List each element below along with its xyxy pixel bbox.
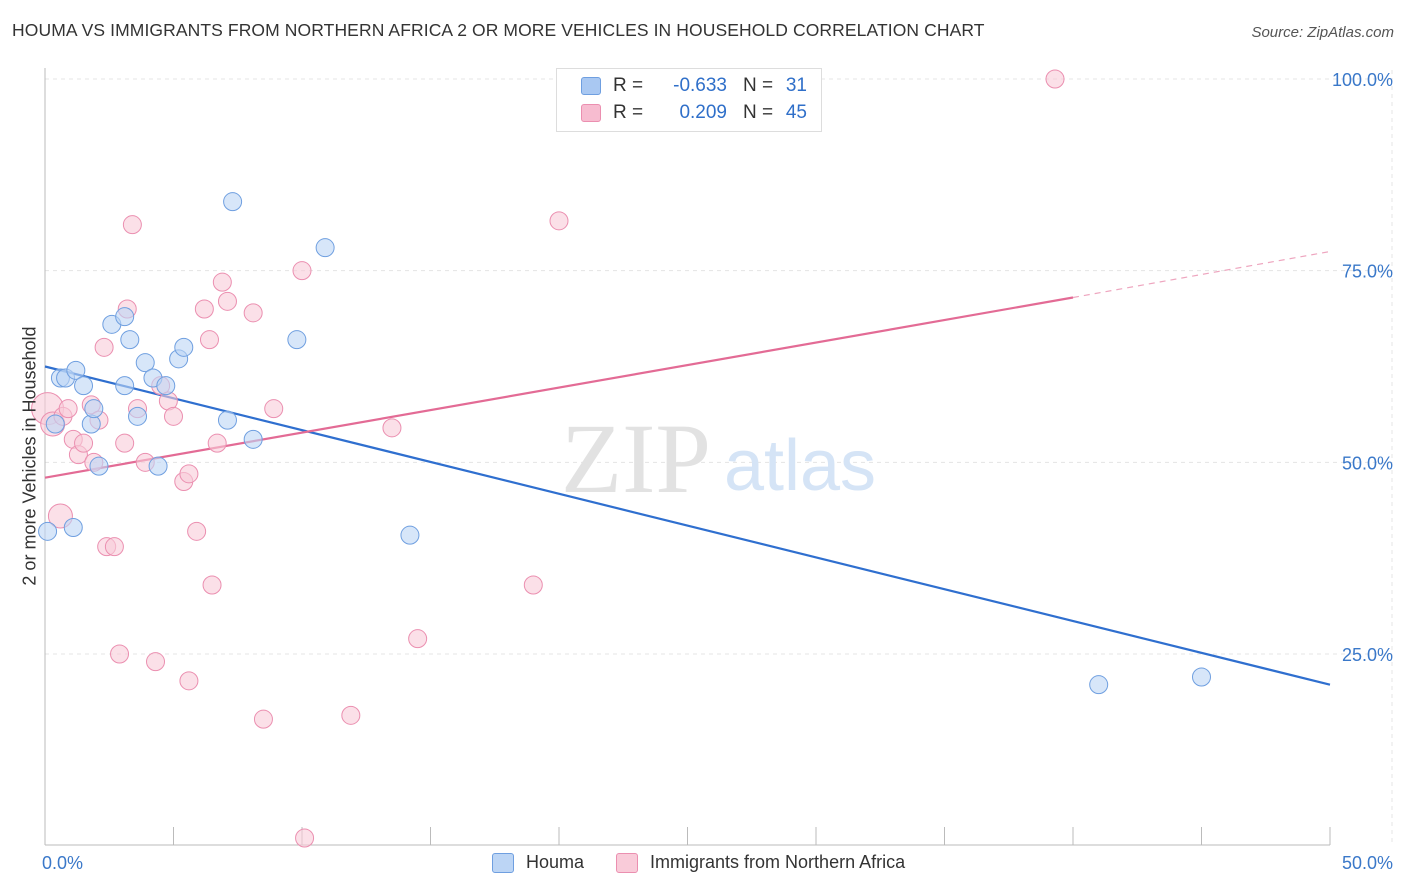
houma-swatch — [581, 77, 601, 95]
source-credit: Source: ZipAtlas.com — [1251, 24, 1394, 41]
houma-point — [74, 376, 94, 396]
immigrants-point — [74, 433, 94, 453]
stats-legend-row-houma: R = -0.633 N = 31 — [581, 73, 807, 99]
immigrants-point — [217, 291, 237, 311]
chart-title: HOUMA VS IMMIGRANTS FROM NORTHERN AFRICA… — [12, 20, 985, 40]
x-tick-label: 50.0% — [1342, 853, 1393, 873]
r-label: R = — [613, 75, 644, 96]
houma-point — [400, 525, 420, 545]
houma-point — [66, 360, 86, 380]
immigrants-point — [104, 537, 124, 557]
immigrants-point — [194, 299, 214, 319]
immigrants-point — [207, 433, 227, 453]
immigrants-point — [187, 521, 207, 541]
trend-line-extension-1 — [1072, 250, 1331, 299]
y-axis-label: 2 or more Vehicles in Household — [19, 326, 40, 586]
houma-point — [156, 376, 176, 396]
series-legend: Houma Immigrants from Northern Africa — [492, 852, 937, 873]
immigrants-point — [1045, 69, 1065, 89]
trend-line-1 — [44, 296, 1074, 479]
r-label: R = — [613, 102, 644, 123]
houma-point — [174, 337, 194, 357]
houma-point — [63, 518, 83, 537]
y-tick-label: 75.0% — [1342, 262, 1393, 282]
y-tick-label: 100.0% — [1332, 70, 1393, 90]
immigrants-point — [164, 406, 183, 426]
immigrants-point — [202, 575, 222, 595]
immigrants-point — [58, 399, 78, 419]
y-tick-label: 50.0% — [1342, 453, 1393, 473]
houma-point — [243, 429, 263, 449]
houma-point — [315, 238, 335, 258]
immigrants-point — [408, 629, 428, 649]
houma-point — [115, 376, 135, 396]
houma-legend-swatch — [492, 852, 514, 873]
immigrants-point — [264, 399, 284, 419]
houma-point — [45, 414, 65, 434]
immigrants-point — [94, 337, 114, 357]
houma-point — [120, 330, 140, 350]
houma-point — [89, 456, 109, 476]
houma-point — [1192, 667, 1211, 687]
n-value: 31 — [785, 75, 807, 96]
immigrants-legend-swatch — [616, 852, 639, 873]
tick-labels: 25.0% 50.0% 75.0% 100.0% 0.0% 50.0% — [42, 70, 1393, 873]
watermark: ZIP atlas — [561, 403, 876, 514]
watermark-atlas: atlas — [724, 426, 876, 506]
houma-point — [1089, 675, 1109, 695]
stats-legend: R = -0.633 N = 31 R = 0.209 N = 45 — [556, 68, 822, 132]
houma-point — [148, 456, 168, 476]
immigrants-point — [179, 464, 199, 484]
houma-point — [115, 307, 135, 327]
legend-label-immigrants: Immigrants from Northern Africa — [650, 852, 906, 872]
trend-line-0 — [44, 365, 1331, 686]
houma-point — [84, 399, 104, 419]
legend-label-houma: Houma — [526, 852, 585, 872]
immigrants-point — [199, 330, 219, 350]
n-label: N = — [743, 102, 774, 123]
n-value: 45 — [785, 102, 807, 123]
houma-point — [128, 406, 148, 426]
immigrants-point — [146, 652, 166, 672]
legend-item-immigrants[interactable]: Immigrants from Northern Africa — [616, 852, 905, 873]
r-value: 0.209 — [679, 102, 727, 123]
immigrants-point — [115, 433, 135, 453]
n-label: N = — [743, 75, 774, 96]
gridlines — [45, 70, 1393, 845]
immigrants-point — [523, 575, 543, 595]
stats-legend-row-immigrants: R = 0.209 N = 45 — [581, 100, 807, 126]
immigrants-point — [179, 671, 199, 691]
immigrants-point — [549, 211, 569, 231]
immigrants-point — [341, 705, 361, 725]
immigrants-point — [292, 261, 312, 281]
watermark-zip: ZIP — [561, 403, 711, 514]
immigrants-point — [295, 828, 315, 848]
houma-point — [135, 353, 155, 373]
x-tick-label: 0.0% — [42, 853, 83, 873]
immigrants-point — [212, 272, 232, 292]
r-value: -0.633 — [673, 75, 727, 96]
data-points — [31, 69, 1211, 848]
immigrants-point — [110, 644, 130, 664]
immigrants-point — [253, 709, 273, 729]
houma-point — [217, 410, 237, 430]
y-tick-label: 25.0% — [1342, 645, 1393, 665]
legend-item-houma[interactable]: Houma — [492, 852, 584, 873]
immigrants-point — [382, 418, 402, 438]
immigrants-point — [122, 215, 142, 235]
houma-point — [287, 330, 307, 350]
houma-point — [223, 192, 243, 212]
immigrants-swatch — [581, 104, 601, 122]
houma-point — [38, 521, 58, 541]
immigrants-point — [243, 303, 263, 323]
